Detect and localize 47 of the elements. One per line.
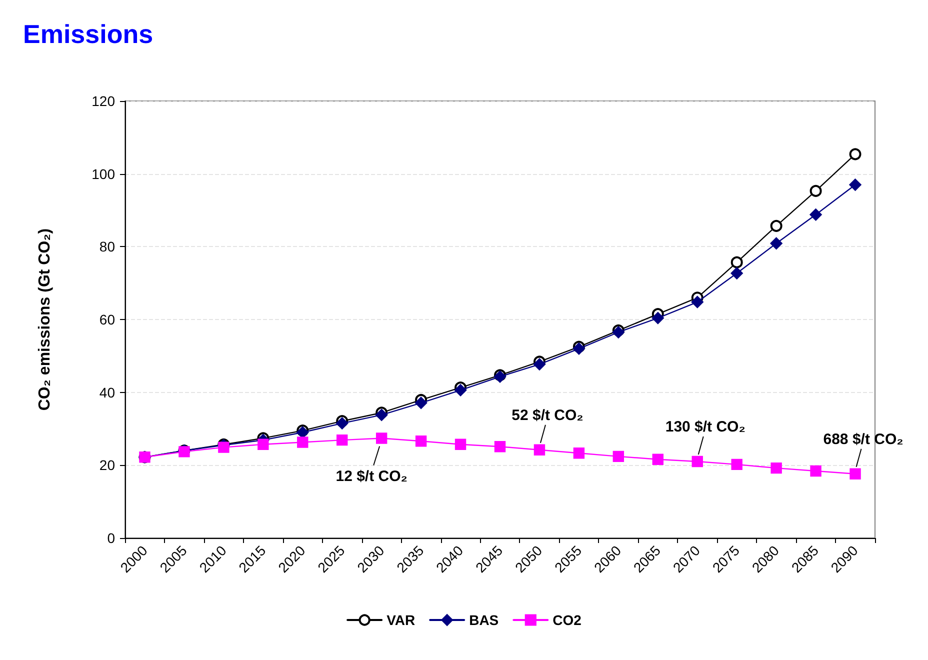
y-tick-label: 60 bbox=[99, 312, 116, 328]
point bbox=[454, 438, 466, 450]
point bbox=[533, 358, 546, 370]
annotation: 12 $/t CO₂ bbox=[336, 468, 408, 486]
point bbox=[652, 454, 664, 465]
legend-label: BAS bbox=[469, 612, 499, 628]
point bbox=[414, 396, 428, 409]
point bbox=[730, 256, 743, 268]
chart-title: Emissions bbox=[23, 19, 154, 49]
point bbox=[770, 237, 782, 250]
point bbox=[770, 220, 782, 232]
point bbox=[731, 458, 742, 470]
point bbox=[415, 436, 427, 447]
point bbox=[849, 178, 862, 191]
point bbox=[692, 456, 703, 468]
point bbox=[218, 442, 230, 453]
y-tick-label: 20 bbox=[99, 457, 116, 474]
point bbox=[730, 267, 743, 280]
point bbox=[376, 432, 388, 444]
point bbox=[534, 444, 546, 456]
y-tick-label: 0 bbox=[107, 530, 116, 546]
annotation: 52 $/t CO₂ bbox=[512, 406, 584, 424]
y-tick-label: 40 bbox=[99, 384, 116, 400]
legend-label: CO2 bbox=[552, 612, 582, 628]
point bbox=[258, 438, 269, 450]
point bbox=[612, 450, 624, 462]
y-tick-label: 120 bbox=[92, 93, 116, 109]
y-tick-label: 100 bbox=[92, 166, 116, 182]
point bbox=[454, 384, 467, 396]
point bbox=[336, 434, 348, 446]
legend-label: VAR bbox=[386, 612, 416, 628]
point bbox=[849, 148, 862, 160]
y-axis-title: CO₂ emissions (Gt CO₂) bbox=[36, 228, 54, 411]
point bbox=[297, 436, 308, 448]
point bbox=[494, 440, 506, 452]
annotation: 688 $/t CO₂ bbox=[823, 430, 904, 448]
point bbox=[810, 208, 822, 221]
point bbox=[770, 462, 782, 474]
y-tick-label: 80 bbox=[99, 238, 116, 255]
point bbox=[652, 312, 664, 324]
point bbox=[691, 296, 704, 308]
point bbox=[850, 468, 861, 480]
annotation: 130 $/t CO₂ bbox=[665, 418, 746, 436]
point bbox=[810, 184, 822, 197]
point bbox=[375, 408, 388, 422]
point bbox=[573, 448, 585, 459]
point bbox=[810, 465, 822, 477]
